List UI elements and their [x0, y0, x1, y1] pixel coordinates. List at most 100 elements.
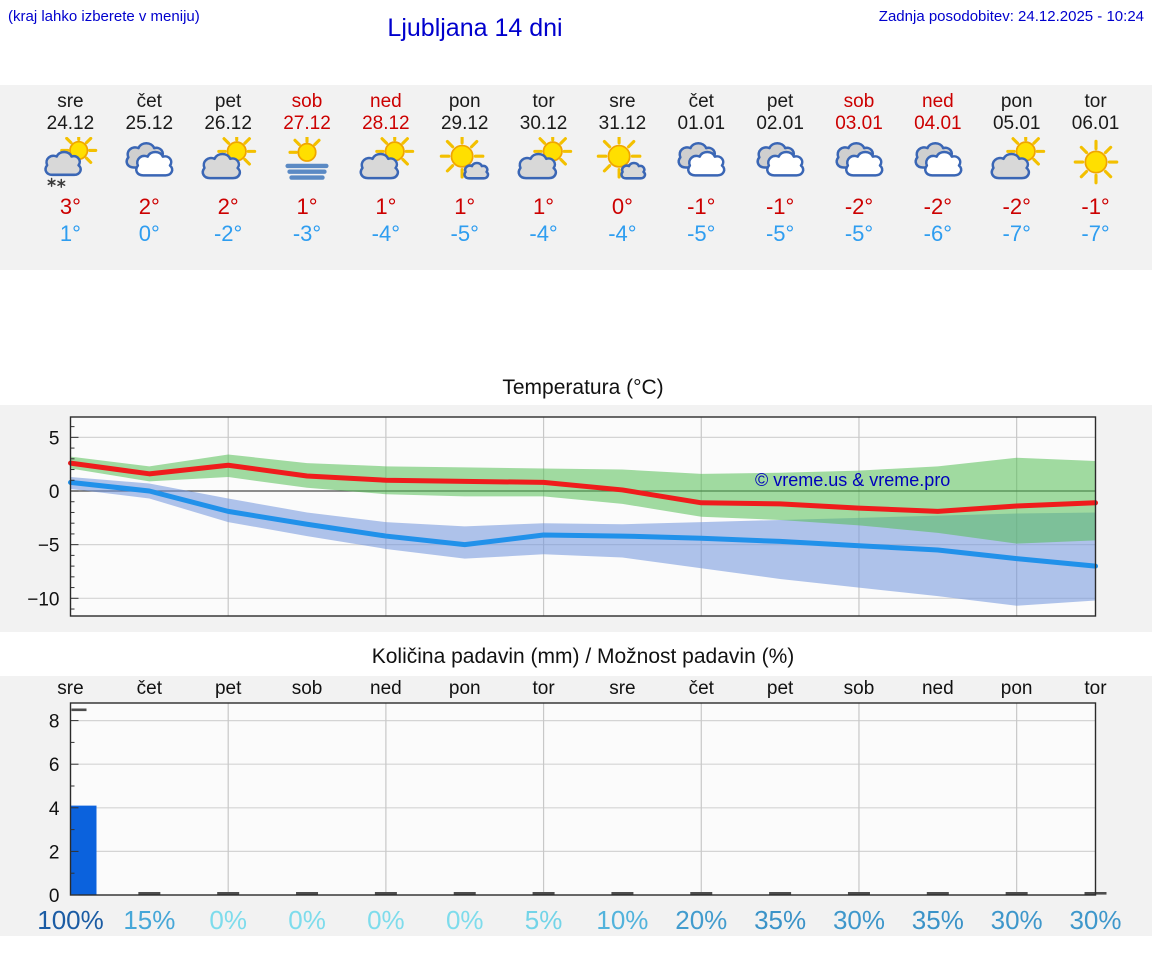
day-date: 24.12 [46, 113, 95, 134]
precip-y-tick-label: 4 [49, 799, 60, 820]
precip-y-tick-label: 8 [49, 712, 60, 733]
high-temp: 1° [533, 194, 555, 219]
precip-probability-label: 30% [833, 905, 885, 935]
precip-zero-mark [453, 892, 476, 895]
weather-icon-cell [820, 137, 899, 191]
low-temp: -7° [1081, 221, 1110, 246]
precip-day-label: sre [609, 678, 635, 699]
precip-day-label: ned [370, 678, 402, 699]
precip-probability-label: 35% [912, 905, 964, 935]
days-grid: sre 24.12 3° 1° čet 25.12 2° 0° pet 26.12 2° -2° sob… [31, 85, 1135, 270]
low-temp: -7° [1002, 221, 1031, 246]
max-temp-line [68, 460, 1098, 514]
day-column: sob 03.01 -2° -5° [820, 85, 899, 270]
day-date: 02.01 [756, 113, 804, 134]
day-column: tor 30.12 1° -4° [504, 85, 583, 270]
day-date: 03.01 [835, 113, 883, 134]
day-name: čet [688, 91, 714, 112]
fog-sun-icon [285, 133, 329, 180]
sun-cloud-icon [517, 131, 572, 180]
weather-icon-cell [662, 137, 741, 191]
sun-cloud-snow-icon [44, 131, 98, 188]
day-column: čet 25.12 2° 0° [110, 85, 189, 270]
high-temp: -2° [844, 194, 874, 219]
precip-bar [70, 805, 97, 895]
low-temp: -5° [765, 221, 795, 246]
weather-icon-cell [741, 137, 820, 191]
day-column: tor 06.01 -1° -7° [1056, 85, 1135, 270]
precip-probability-label: 35% [754, 905, 806, 935]
precip-zero-mark [374, 892, 397, 895]
precip-probability-label: 0% [367, 905, 405, 935]
day-column: sre 31.12 0° -4° [583, 85, 662, 270]
high-temp: -1° [1081, 194, 1110, 219]
day-name: pon [1000, 91, 1033, 112]
precip-zero-mark [138, 892, 161, 895]
precip-day-label: čet [137, 678, 163, 699]
day-date: 28.12 [362, 113, 410, 134]
low-temp: -5° [687, 221, 716, 246]
low-temp: -4° [529, 221, 558, 246]
day-date: 05.01 [992, 113, 1041, 134]
precip-day-label: sre [57, 678, 83, 699]
day-name: sob [291, 91, 323, 112]
sunny-icon [1073, 139, 1118, 185]
high-temp: 3° [59, 194, 81, 219]
temp-y-tick-label: −5 [38, 536, 60, 557]
low-temp: -4° [371, 221, 401, 246]
cloudy-icon [125, 142, 174, 177]
day-name: sre [609, 91, 636, 112]
day-date: 01.01 [677, 113, 726, 134]
day-column: ned 04.01 -2° -6° [898, 85, 977, 270]
weather-icon-cell [31, 131, 110, 191]
precip-zero-mark [690, 892, 713, 895]
weather-icon-cell [1056, 137, 1135, 191]
day-name: pet [214, 91, 242, 112]
precip-day-label: pet [215, 678, 242, 699]
weather-icon-cell [977, 131, 1056, 191]
min-temp-line [68, 479, 1098, 569]
temp-y-tick-label: −10 [27, 589, 59, 610]
precip-zero-mark [296, 892, 319, 895]
sun-cloud-icon [201, 131, 257, 180]
cloudy-icon [914, 142, 963, 177]
precip-y-tick-label: 6 [49, 755, 60, 776]
precip-day-label: pon [449, 678, 481, 699]
precip-day-label: sob [292, 678, 323, 699]
precip-day-label: sob [844, 678, 875, 699]
day-name: tor [532, 91, 555, 112]
precipitation-chart: sre čet pet sob ned pon tor sre čet pet sob ned pon t… [37, 678, 1121, 935]
low-temp: 1° [59, 221, 81, 246]
weather-icon-cell [425, 133, 504, 191]
day-name: pet [766, 91, 794, 112]
precip-day-label: ned [922, 678, 954, 699]
precip-probability-label: 5% [525, 905, 563, 935]
watermark: © vreme.us & vreme.pro [755, 470, 950, 490]
precip-probability-label: 0% [446, 905, 484, 935]
precip-probability-label: 10% [596, 905, 648, 935]
high-temp: 1° [375, 194, 397, 219]
weather-icon-cell [898, 137, 977, 191]
weather-icon-cell [583, 133, 662, 191]
precip-day-label: čet [689, 678, 715, 699]
precip-probability-label: 30% [991, 905, 1043, 935]
day-column: pon 05.01 -2° -7° [977, 85, 1056, 270]
day-date: 25.12 [125, 113, 174, 134]
precip-zero-mark [847, 892, 870, 895]
weather-icon-cell [504, 131, 583, 191]
day-date: 27.12 [283, 113, 331, 134]
low-temp: -5° [844, 221, 874, 246]
last-update: Zadnja posodobitev: 24.12.2025 - 10:24 [878, 8, 1144, 25]
cloudy-icon [835, 142, 884, 177]
location-menu-hint: (kraj lahko izberete v meniju) [8, 8, 200, 25]
precip-probability-label: 0% [209, 905, 247, 935]
low-temp: 0° [138, 221, 160, 246]
temp-y-tick-label: 0 [49, 482, 60, 503]
day-date: 31.12 [598, 113, 647, 134]
cloudy-icon [756, 142, 805, 177]
day-date: 29.12 [440, 113, 489, 134]
weather-icon-cell [346, 131, 425, 191]
high-temp: 0° [611, 194, 633, 219]
days-strip-background [0, 85, 1152, 270]
precip-zero-mark [926, 892, 949, 895]
